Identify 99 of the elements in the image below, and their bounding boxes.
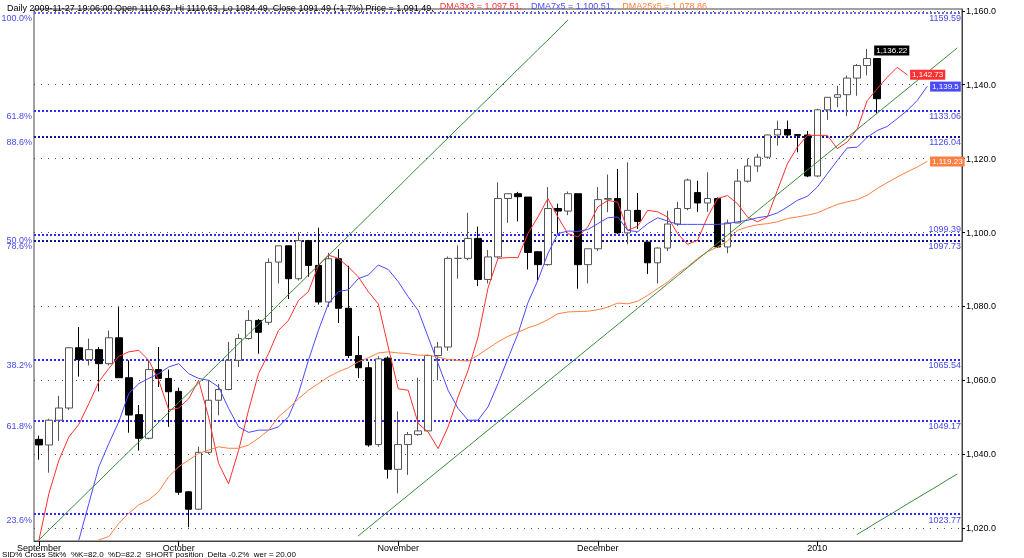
- candlestick: [654, 246, 661, 284]
- candlestick: [355, 335, 362, 379]
- candlestick: [474, 226, 482, 287]
- candlestick: [514, 191, 522, 222]
- candlestick: [534, 251, 542, 281]
- candlestick: [135, 404, 143, 451]
- candlestick: [345, 265, 352, 359]
- candlestick: [95, 346, 103, 392]
- x-tick-label: December: [577, 542, 619, 553]
- candlestick: [454, 244, 462, 280]
- candlestick: [105, 329, 113, 367]
- candlestick: [384, 355, 392, 480]
- text: 100.0%: [1, 12, 32, 23]
- candlestick: [834, 85, 841, 108]
- candlestick: [55, 395, 63, 442]
- data-label: 1,139.5: [932, 82, 960, 92]
- line-series: [38, 19, 569, 541]
- candlestick: [375, 355, 382, 448]
- candlestick: [863, 48, 871, 76]
- candlestick: [604, 174, 612, 213]
- y-tick-label: 1,140.0: [966, 79, 997, 90]
- text: DMA7x5 = 1,100.51,: [531, 1, 614, 11]
- candlestick: [125, 359, 133, 434]
- data-label: 1,142.73: [912, 70, 944, 80]
- x-tick-label: October: [162, 542, 195, 553]
- candlestick: [504, 193, 512, 224]
- ref-line-label: 1159.59: [929, 12, 961, 23]
- text: 61.8%: [6, 110, 32, 121]
- y-tick-label: 1,020.0: [966, 523, 997, 534]
- candlestick: [115, 306, 123, 379]
- candlestick: [774, 120, 781, 147]
- candlestick: [215, 383, 222, 416]
- text: DMA3x3 = 1,097.51,: [439, 1, 523, 11]
- y-tick-label: 1,040.0: [966, 449, 997, 460]
- candlestick: [484, 249, 492, 284]
- candlestick: [394, 410, 402, 494]
- candlestick: [744, 158, 751, 184]
- y-tick-label: 1,100.0: [966, 227, 997, 238]
- candlestick: [45, 418, 53, 474]
- y-tick-label: 1,160.0: [966, 5, 997, 16]
- candlestick: [674, 201, 681, 227]
- chart-title: Daily 2009-11-27 19:06:00 Open 1110.63, Hi 1110.63, Lo 1084.49, Close 1091.49 (-1.7%) Price = 1,091.49,: [7, 2, 434, 13]
- ref-line-label: 1097.73: [928, 241, 961, 252]
- text: 38.2%: [6, 360, 32, 371]
- candlestick: [75, 326, 83, 378]
- candlestick: [704, 171, 711, 213]
- candlestick: [794, 134, 801, 153]
- candlestick: [784, 120, 791, 137]
- candlestick: [365, 361, 372, 448]
- candlestick: [444, 256, 452, 352]
- text: 88.6%: [6, 136, 32, 147]
- candlestick: [804, 130, 811, 178]
- candlestick: [315, 227, 322, 306]
- candlestick: [734, 168, 741, 224]
- text: 1,136.22: [876, 46, 908, 56]
- x-tick-label: 2010: [807, 542, 828, 553]
- candlestick: [175, 387, 182, 496]
- candlestick: [335, 248, 342, 324]
- candlestick: [275, 245, 282, 284]
- candlestick: [853, 63, 861, 97]
- candlestick: [35, 435, 43, 461]
- candlestick: [185, 490, 192, 528]
- ref-line-label: 1099.39: [928, 224, 961, 235]
- candlestick: [594, 186, 602, 252]
- candlestick: [634, 192, 641, 230]
- text: DMA25x5 = 1,078.86: [622, 1, 708, 11]
- ref-line-label: 1065.54: [928, 360, 961, 371]
- ref-line-label: 1126.04: [929, 136, 961, 147]
- x-tick-label: November: [377, 542, 419, 553]
- ref-line-label: 1133.06: [929, 110, 961, 121]
- data-label: 1,119.23: [932, 156, 964, 166]
- candlestick: [554, 203, 562, 235]
- candlestick: [165, 369, 172, 428]
- candlestick: [814, 108, 821, 178]
- candlestick: [235, 333, 242, 368]
- text: 61.8%: [6, 420, 32, 431]
- candlestick: [644, 241, 651, 275]
- candlestick: [824, 96, 831, 121]
- ref-line-label: 1023.77: [928, 514, 961, 525]
- candlestick: [564, 191, 572, 216]
- candlestick: [65, 346, 73, 411]
- candlestick: [873, 58, 881, 114]
- candlestick: [85, 338, 93, 367]
- y-tick-label: 1,060.0: [966, 375, 997, 386]
- candlestick: [285, 245, 292, 300]
- text: 23.6%: [6, 514, 32, 525]
- candlestick: [694, 180, 701, 213]
- candlestick: [524, 196, 532, 270]
- line-series: [98, 160, 928, 541]
- candlestick: [843, 75, 851, 117]
- candlestick: [684, 178, 691, 211]
- ref-line-label: 1049.17: [928, 420, 961, 431]
- candlestick: [245, 309, 252, 341]
- candlestick: [584, 248, 592, 284]
- candlestick: [305, 239, 312, 278]
- y-tick-label: 1,120.0: [966, 153, 997, 164]
- candlestick: [574, 193, 582, 290]
- candlestick: [434, 341, 442, 381]
- y-tick-label: 1,080.0: [966, 301, 997, 312]
